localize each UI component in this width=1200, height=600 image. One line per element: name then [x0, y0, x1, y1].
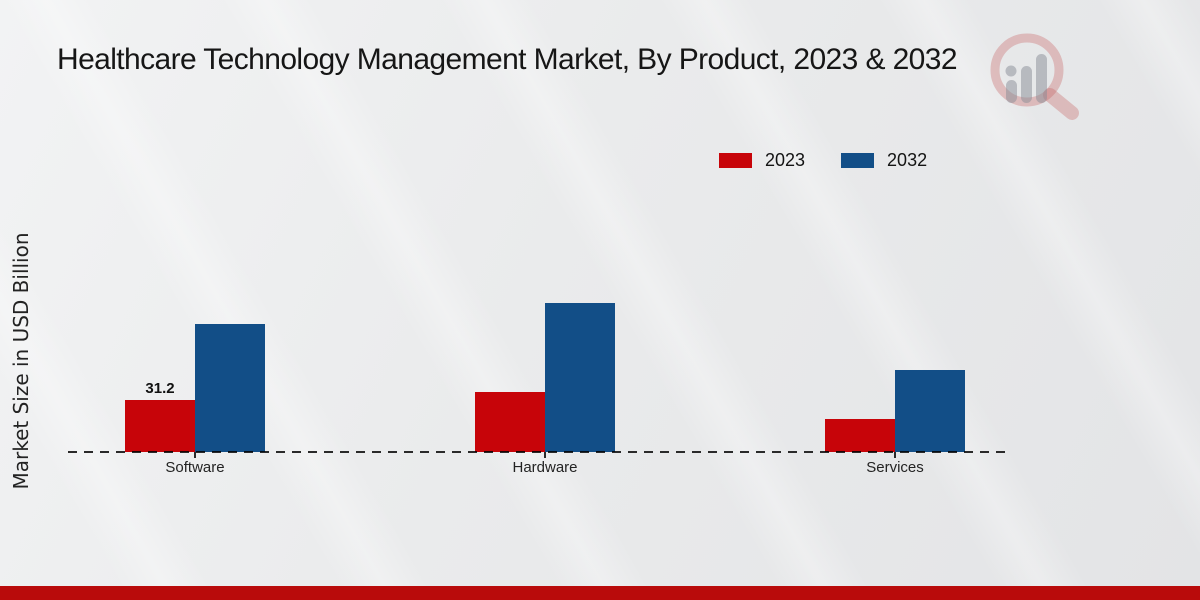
legend-swatch-2023 — [719, 152, 752, 168]
category-label-services: Services — [866, 459, 924, 476]
x-axis-tick-services — [894, 452, 896, 458]
x-axis-tick-hardware — [544, 452, 546, 458]
chart-title: Healthcare Technology Management Market,… — [57, 43, 958, 76]
footer-accent-bar — [0, 586, 1200, 600]
logo-person-head-icon — [1005, 65, 1017, 77]
legend-label-2023: 2023 — [765, 150, 806, 170]
category-label-software: Software — [165, 459, 225, 476]
legend-label-2032: 2032 — [887, 150, 928, 170]
bar-2032-software — [195, 324, 265, 452]
legend: 2023 2032 — [719, 150, 927, 170]
bar-2023-services — [825, 419, 895, 452]
magnifier-handle-icon — [1043, 88, 1079, 120]
legend-swatch-2032 — [841, 152, 875, 168]
logo-bar-short-icon — [1006, 80, 1017, 103]
legend-item-2023: 2023 — [719, 150, 805, 170]
legend-item-2032: 2032 — [841, 150, 927, 170]
logo-bar-mid-icon — [1021, 66, 1032, 103]
bar-2023-software — [125, 400, 195, 452]
magnifier-logo-watermark — [990, 33, 1079, 120]
x-axis-tick-software — [194, 452, 196, 458]
y-axis-label: Market Size in USD Billion — [9, 232, 33, 490]
bar-2023-hardware — [475, 392, 545, 452]
category-label-hardware: Hardware — [512, 459, 578, 476]
data-label-2023-software: 31.2 — [145, 380, 175, 397]
bar-2032-hardware — [545, 303, 615, 452]
logo-bar-tall-icon — [1036, 54, 1047, 103]
bar-2032-services — [895, 370, 965, 452]
